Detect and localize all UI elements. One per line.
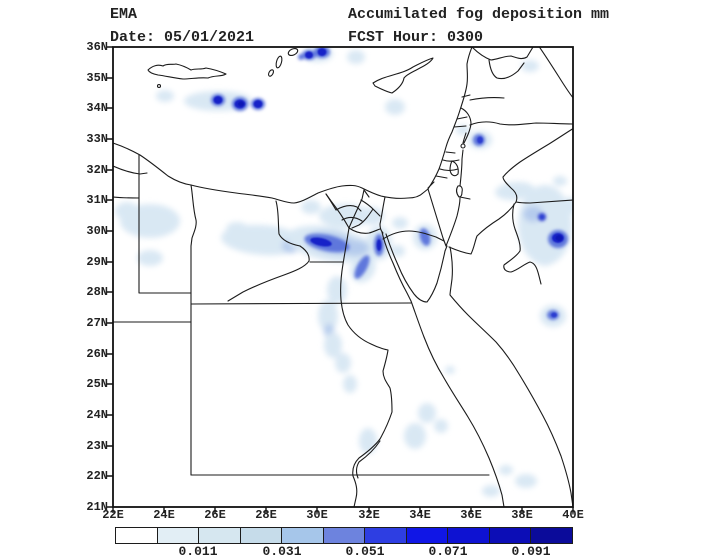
colorbar-cell (157, 527, 200, 544)
lat-label: 22N (86, 469, 108, 483)
lat-label: 34N (86, 101, 108, 115)
colorbar-cell (406, 527, 449, 544)
lon-label: 32E (358, 508, 380, 522)
lat-label: 30N (86, 224, 108, 238)
forecast-hour-label: FCST Hour: 0300 (348, 29, 484, 46)
lat-label: 36N (86, 40, 108, 54)
colorbar (115, 527, 574, 544)
islands (147, 48, 434, 94)
lat-label: 29N (86, 255, 108, 269)
colorbar-tick: 0.051 (345, 544, 385, 556)
lon-label: 26E (204, 508, 226, 522)
lat-label: 33N (86, 132, 108, 146)
lon-label: 40E (562, 508, 584, 522)
date-label: Date: 05/01/2021 (110, 29, 255, 46)
colorbar-cell (365, 527, 407, 544)
plot-title: Accumilated fog deposition mm (348, 6, 610, 23)
colorbar-cell (199, 527, 241, 544)
lat-label: 21N (86, 500, 108, 514)
lon-label: 34E (409, 508, 431, 522)
lat-label: 24N (86, 408, 108, 422)
map-frame (112, 46, 574, 508)
colorbar-cell (489, 527, 532, 544)
colorbar-cell (115, 527, 158, 544)
colorbar-tick: 0.031 (262, 544, 302, 556)
fog-dark-cores (213, 48, 564, 318)
map-borders (113, 47, 573, 507)
lon-label: 36E (460, 508, 482, 522)
colorbar-cell (448, 527, 490, 544)
lat-label: 28N (86, 285, 108, 299)
lat-label: 23N (86, 439, 108, 453)
lon-label: 30E (306, 508, 328, 522)
lat-label: 27N (86, 316, 108, 330)
colorbar-cell (323, 527, 366, 544)
lat-label: 35N (86, 71, 108, 85)
lat-label: 25N (86, 377, 108, 391)
lat-label: 26N (86, 347, 108, 361)
agency-label: EMA (110, 6, 138, 23)
lon-label: 24E (153, 508, 175, 522)
lon-label: 38E (511, 508, 533, 522)
colorbar-cell (282, 527, 324, 544)
colorbar-tick: 0.011 (178, 544, 218, 556)
colorbar-cell (531, 527, 574, 544)
colorbar-tick: 0.071 (428, 544, 468, 556)
lat-label: 31N (86, 193, 108, 207)
lon-label: 22E (102, 508, 124, 522)
lon-label: 28E (255, 508, 277, 522)
axis-ticks (107, 46, 574, 513)
colorbar-cell (240, 527, 283, 544)
colorbar-tick: 0.091 (511, 544, 551, 556)
lat-label: 32N (86, 163, 108, 177)
